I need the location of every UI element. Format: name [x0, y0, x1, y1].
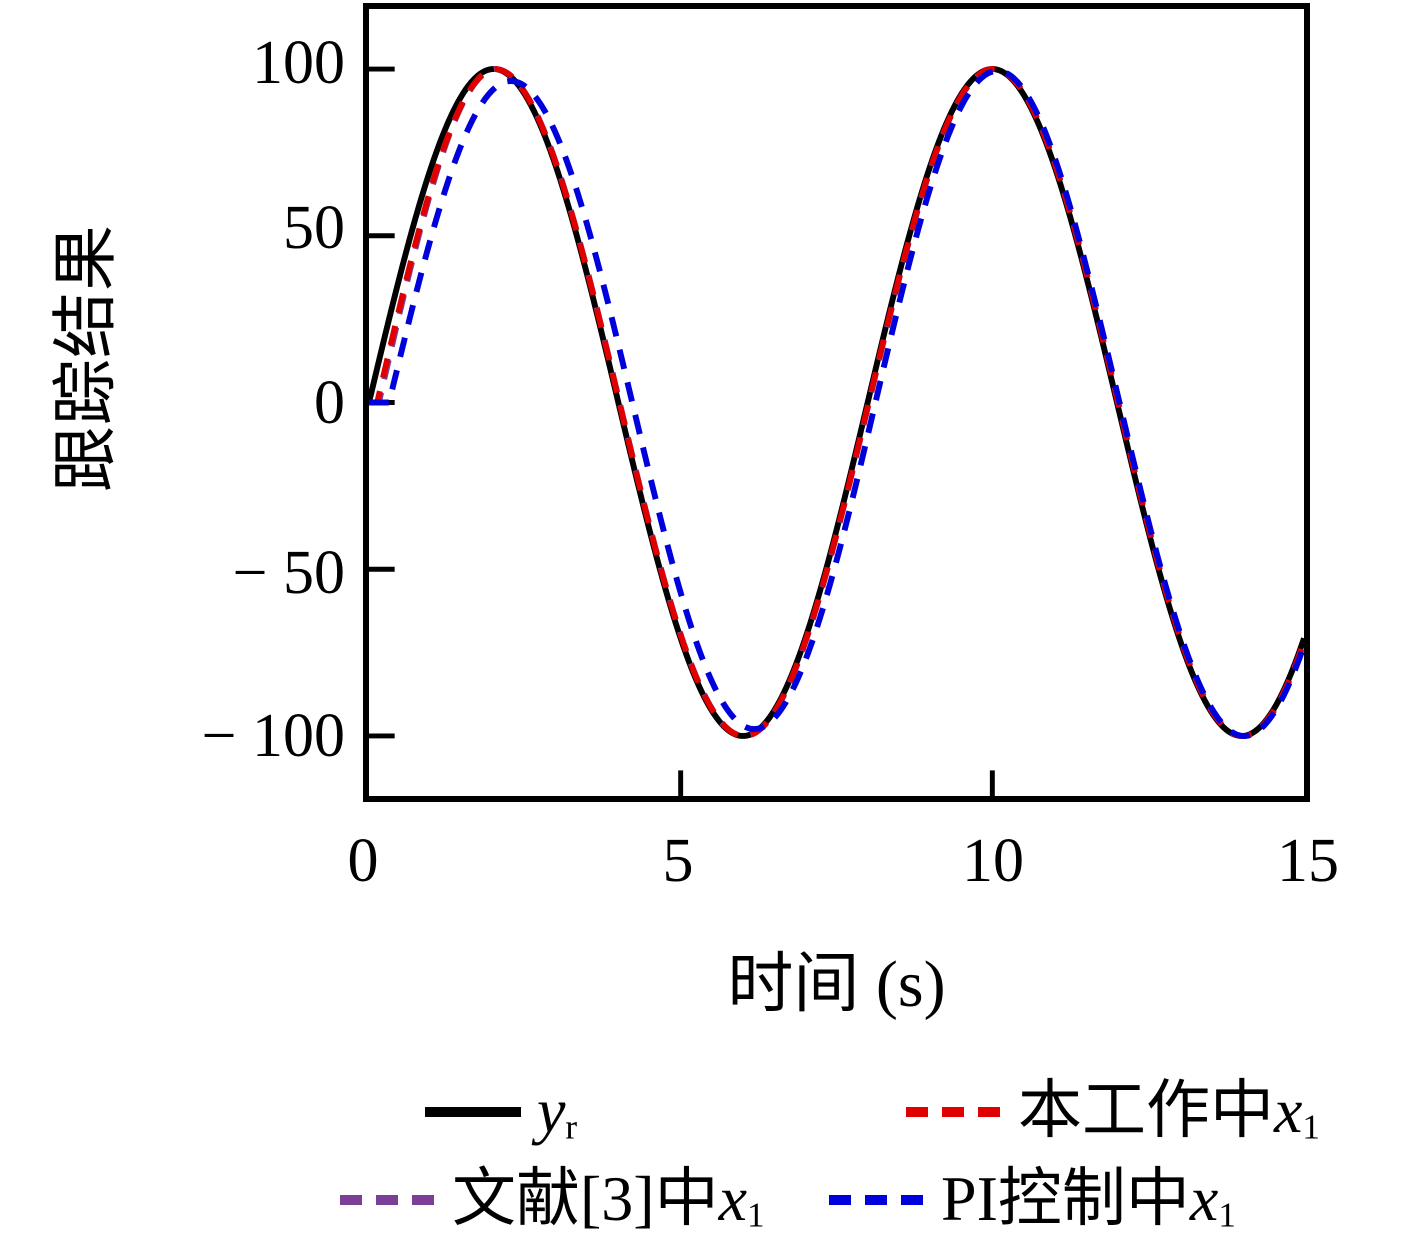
- plot-curves-svg: [369, 66, 1304, 796]
- legend-label-ref3: 文献[3]中x1: [452, 1163, 765, 1235]
- y-axis-label: 跟踪结果: [50, 224, 123, 492]
- axis-ticks: [369, 66, 995, 796]
- legend-item-yr[interactable]: yr: [330, 1068, 805, 1156]
- xtick-label-5: 5: [662, 827, 694, 895]
- legend-label-yr: yr: [537, 1075, 578, 1147]
- curve-x1_ref3: [369, 66, 1304, 739]
- legend-sample-pi-icon: [829, 1195, 925, 1205]
- curve-y_r: [369, 66, 1304, 739]
- plot-area: [363, 3, 1310, 802]
- curve-x1_this_work: [369, 66, 1304, 739]
- legend-item-ref3[interactable]: 文献[3]中x1: [330, 1156, 805, 1244]
- legend-label-pi: PI控制中x1: [941, 1163, 1236, 1235]
- xtick-label-15: 15: [1277, 827, 1339, 895]
- ytick-label-neg50: − 50: [232, 539, 345, 607]
- legend: yr 本工作中x1 文献[3]中x1 PI控制中x1: [330, 1068, 1320, 1244]
- xtick-label-0: 0: [347, 827, 379, 895]
- x-axis-label: 时间 (s): [727, 948, 946, 1021]
- legend-sample-this-work-icon: [906, 1107, 1002, 1117]
- legend-label-this-work: 本工作中x1: [1018, 1075, 1320, 1147]
- ytick-label-neg100: − 100: [201, 702, 345, 770]
- ytick-label-0: 0: [314, 369, 345, 437]
- legend-sample-ref3-icon: [340, 1195, 436, 1205]
- xtick-label-10: 10: [962, 827, 1024, 895]
- legend-sample-yr-icon: [425, 1107, 521, 1117]
- curve-x1_pi: [369, 67, 1304, 739]
- legend-item-this-work[interactable]: 本工作中x1: [811, 1068, 1320, 1156]
- data-curves: [369, 66, 1304, 739]
- legend-item-pi[interactable]: PI控制中x1: [811, 1156, 1320, 1244]
- ytick-label-50: 50: [283, 194, 345, 262]
- ytick-label-100: 100: [252, 29, 345, 97]
